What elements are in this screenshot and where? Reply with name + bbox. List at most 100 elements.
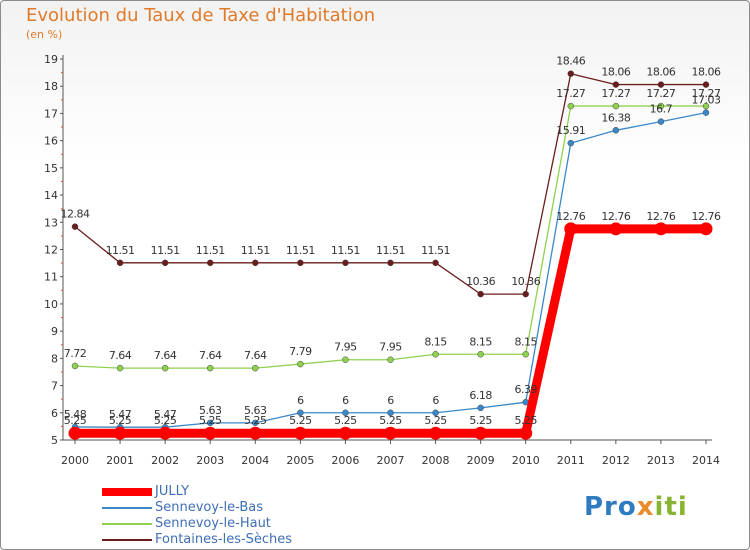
x-tick-label: 2004: [241, 454, 269, 467]
data-point: [342, 409, 349, 417]
data-point: [477, 351, 484, 358]
data-point: [609, 222, 623, 236]
x-tick-label: 2007: [377, 454, 405, 467]
data-label: 11.51: [196, 244, 225, 257]
data-label: 8.15: [469, 335, 492, 348]
data-point: [387, 356, 394, 363]
data-label: 12.76: [646, 210, 675, 223]
data-point: [161, 259, 169, 267]
y-tick-label: 17: [44, 107, 58, 120]
logo-part-2: x: [636, 492, 655, 522]
data-label: 7.64: [199, 349, 222, 362]
data-label: 5.25: [334, 414, 357, 427]
x-tick-label: 2002: [151, 454, 179, 467]
y-tick-label: 14: [44, 189, 58, 202]
data-label: 5.25: [64, 414, 87, 427]
data-label: 11.51: [151, 244, 180, 257]
data-point: [116, 364, 124, 372]
data-point: [702, 102, 710, 110]
x-tick-label: 2005: [286, 454, 314, 467]
data-point: [297, 360, 304, 368]
logo-part-3: iti: [654, 492, 688, 522]
data-label: 11.51: [106, 244, 135, 257]
data-point: [702, 109, 710, 116]
data-label: 11.51: [376, 244, 405, 257]
x-tick-label: 2014: [692, 454, 720, 467]
data-point: [567, 70, 575, 77]
data-point: [612, 81, 620, 88]
y-tick-label: 11: [44, 271, 58, 284]
data-point: [248, 426, 262, 440]
data-label: 5.47: [154, 408, 177, 421]
data-label: 5.63: [244, 404, 267, 417]
y-tick-label: 10: [44, 298, 58, 311]
data-point: [387, 259, 394, 267]
data-point: [342, 356, 349, 363]
data-point: [432, 259, 439, 267]
data-point: [432, 409, 439, 417]
data-point: [113, 426, 127, 440]
x-tick-label: 2000: [61, 454, 89, 467]
y-tick-label: 5: [51, 434, 58, 447]
data-label: 18.06: [601, 66, 630, 79]
data-label: 8.15: [514, 335, 537, 348]
data-label: 8.15: [424, 335, 447, 348]
data-point: [657, 118, 665, 125]
series-line: [74, 111, 707, 428]
data-point: [654, 222, 668, 236]
data-label: 6: [297, 394, 304, 407]
proxiti-logo: Proxiti: [584, 492, 688, 522]
data-point: [564, 222, 578, 236]
data-label: 16.38: [601, 111, 630, 124]
x-tick-label: 2001: [106, 454, 134, 467]
data-point: [567, 102, 575, 110]
y-tick-label: 8: [51, 352, 58, 365]
data-point: [657, 102, 665, 110]
data-point: [161, 364, 169, 372]
data-label: 7.64: [154, 349, 177, 362]
data-point: [206, 259, 214, 267]
data-point: [522, 290, 529, 298]
legend-label: Fontaines-les-Sèches: [155, 532, 293, 547]
data-label: 16.7: [650, 103, 673, 116]
data-point: [387, 409, 394, 417]
data-point: [522, 351, 529, 358]
data-point: [338, 426, 352, 440]
data-label: 7.95: [334, 341, 357, 354]
data-label: 5.25: [244, 414, 267, 427]
data-point: [206, 419, 214, 427]
axes: 5 6 7 8 9 10 11 12 13 14 15 16 17 18 19 2000 2001 2002 200…: [44, 53, 720, 467]
x-tick-label: 2006: [331, 454, 359, 467]
data-point: [567, 139, 575, 147]
legend-label: JULLY: [155, 484, 190, 499]
data-label: 5.25: [514, 414, 537, 427]
x-tick-label: 2010: [512, 454, 540, 467]
data-label: 11.51: [286, 244, 315, 257]
data-label: 6.39: [514, 383, 537, 396]
y-tick-label: 18: [44, 80, 58, 93]
data-point: [252, 259, 259, 267]
y-tick-label: 6: [51, 407, 58, 420]
data-point: [293, 426, 307, 440]
data-label: 10.36: [511, 275, 540, 288]
y-tick-label: 19: [44, 53, 58, 66]
data-point: [699, 222, 713, 236]
data-point: [342, 259, 349, 267]
x-tick-label: 2009: [467, 454, 495, 467]
data-point: [203, 426, 217, 440]
data-label: 18.46: [556, 55, 585, 68]
data-point: [297, 409, 304, 417]
data-label: 12.76: [601, 210, 630, 223]
data-point: [384, 426, 397, 440]
series-line: [74, 105, 706, 369]
unit-label: (en %): [26, 28, 63, 41]
data-label: 11.51: [421, 244, 450, 257]
legend-label: Sennevoy-le-Bas: [155, 500, 264, 515]
data-point: [657, 81, 665, 88]
data-label: 5.47: [109, 408, 132, 421]
data-point: [116, 259, 124, 267]
data-label: 5.25: [199, 414, 222, 427]
data-point: [252, 419, 259, 427]
data-label: 11.51: [331, 244, 360, 257]
data-point: [477, 290, 484, 298]
